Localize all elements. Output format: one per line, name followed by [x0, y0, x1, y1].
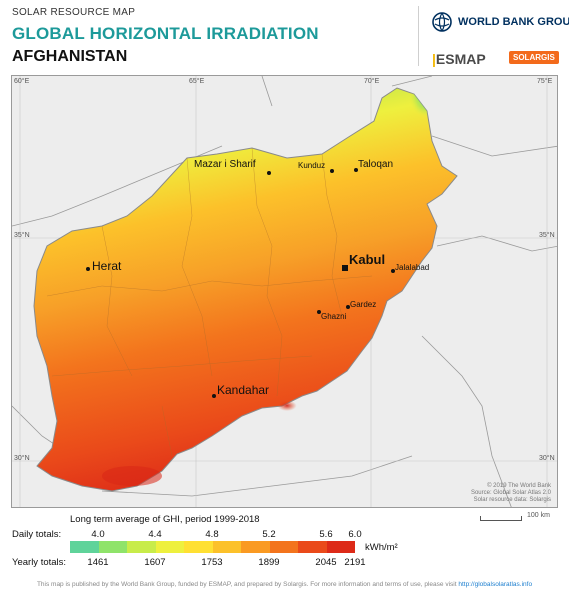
yearly-totals-label: Yearly totals: — [12, 557, 67, 568]
city-mazar-i-sharif: Mazar i Sharif — [194, 159, 256, 170]
scale-bar — [480, 516, 522, 521]
graticule-label-65e: 65°E — [189, 78, 205, 85]
legend-swatch — [184, 541, 213, 553]
yearly-tick: 1899 — [258, 557, 280, 568]
ghazni-marker-icon — [317, 310, 321, 314]
credit-line-2: Source: Global Solar Atlas 2.0 — [470, 490, 551, 496]
daily-tick: 4.8 — [205, 529, 219, 540]
credit-line-3: Solar resource data: Solargis — [473, 497, 551, 503]
esmap-bar-icon: | — [432, 51, 436, 67]
daily-tick: 4.0 — [91, 529, 105, 540]
legend-unit: kWh/m² — [365, 542, 398, 553]
daily-tick: 5.6 — [319, 529, 333, 540]
map-kicker: SOLAR RESOURCE MAP — [12, 7, 136, 18]
yearly-tick: 1753 — [201, 557, 223, 568]
credit-line-1: © 2019 The World Bank — [487, 483, 551, 489]
scale-label: 100 km — [527, 512, 550, 519]
city-kandahar: Kandahar — [217, 383, 270, 397]
map-canvas — [12, 76, 557, 507]
legend-swatch — [98, 541, 127, 553]
city-gardez: Gardez — [350, 300, 377, 309]
legend-swatch — [269, 541, 298, 553]
gardez-marker-icon — [346, 305, 350, 309]
legend-title: Long term average of GHI, period 1999-20… — [70, 514, 260, 525]
legend-color-bar — [70, 541, 355, 553]
legend-swatch — [326, 541, 355, 553]
daily-tick: 6.0 — [348, 529, 362, 540]
city-kunduz: Kunduz — [298, 161, 326, 170]
province-boundaries — [46, 147, 373, 457]
legend-swatch — [127, 541, 156, 553]
map-header: SOLAR RESOURCE MAP GLOBAL HORIZONTAL IRR… — [0, 0, 569, 75]
mazar-marker-icon — [267, 171, 271, 175]
legend-swatch — [70, 541, 99, 553]
herat-marker-icon — [86, 267, 90, 271]
world-bank-logo: WORLD BANK GROUP — [432, 12, 569, 32]
globe-icon — [432, 12, 452, 32]
graticule-label-35n-left: 35°N — [14, 232, 30, 239]
daily-totals-label: Daily totals: — [12, 529, 62, 540]
world-bank-label: WORLD BANK GROUP — [458, 16, 569, 28]
kandahar-marker-icon — [212, 394, 216, 398]
legend-swatch — [212, 541, 241, 553]
map-panel: 60°E 65°E 70°E 75°E 35°N 30°N 35°N 30°N … — [11, 75, 558, 508]
footer-note: This map is published by the World Bank … — [0, 581, 569, 588]
solargis-logo: SOLARGIS — [509, 51, 559, 64]
yearly-tick: 2045 — [315, 557, 337, 568]
yearly-tick: 1607 — [144, 557, 166, 568]
taloqan-marker-icon — [354, 168, 358, 172]
legend-swatch — [241, 541, 270, 553]
yearly-tick: 2191 — [344, 557, 366, 568]
kunduz-marker-icon — [330, 169, 334, 173]
kabul-marker-icon — [342, 265, 348, 271]
legend-swatch — [155, 541, 184, 553]
esmap-logo: |ESMAP — [432, 51, 486, 67]
city-kabul: Kabul — [349, 252, 386, 267]
city-taloqan: Taloqan — [358, 159, 394, 170]
graticule-label-70e: 70°E — [364, 78, 380, 85]
daily-tick: 4.4 — [148, 529, 162, 540]
map-title: GLOBAL HORIZONTAL IRRADIATION — [12, 24, 319, 43]
city-ghazni: Ghazni — [321, 312, 347, 321]
jalalabad-marker-icon — [391, 269, 395, 273]
city-jalalabad: Jalalabad — [395, 263, 430, 272]
graticule-label-30n-left: 30°N — [14, 455, 30, 462]
yearly-ticks: 1461 1607 1753 1899 2045 2191 — [70, 557, 365, 569]
header-divider — [418, 6, 419, 66]
graticule-label-30n-right: 30°N — [539, 455, 555, 462]
atlas-link[interactable]: http://globalsolaratlas.info — [458, 581, 533, 588]
daily-tick: 5.2 — [262, 529, 276, 540]
yearly-tick: 1461 — [87, 557, 109, 568]
country-name: AFGHANISTAN — [12, 48, 128, 65]
daily-ticks: 4.0 4.4 4.8 5.2 5.6 6.0 — [70, 529, 361, 541]
legend-swatch — [298, 541, 327, 553]
graticule-label-60e: 60°E — [14, 78, 30, 85]
esmap-label: ESMAP — [435, 51, 486, 67]
footer-text: This map is published by the World Bank … — [36, 581, 457, 588]
graticule-label-35n-right: 35°N — [539, 232, 555, 239]
graticule-label-75e: 75°E — [537, 78, 553, 85]
city-herat: Herat — [92, 259, 122, 273]
afghanistan-irradiation-area — [33, 87, 458, 492]
